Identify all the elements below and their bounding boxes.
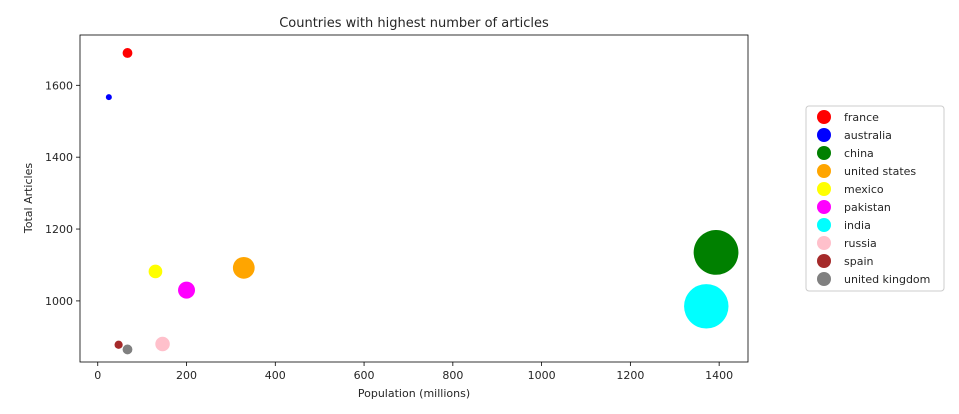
legend-marker-china (817, 146, 831, 160)
x-axis: 0 200 400 600 800 1000 1200 1400 (94, 362, 733, 382)
x-tick-label: 1200 (616, 369, 644, 382)
y-axis: 1000 1200 1400 1600 (45, 79, 80, 308)
y-axis-label: Total Articles (22, 163, 35, 234)
x-tick-label: 400 (265, 369, 286, 382)
data-point-russia (155, 336, 170, 352)
x-tick-label: 800 (442, 369, 463, 382)
y-tick-label: 1000 (45, 295, 73, 308)
data-point-france (122, 48, 133, 58)
legend-label: spain (844, 255, 874, 268)
plot-area (79, 34, 749, 363)
data-point-united-kingdom (122, 344, 133, 355)
legend-label: mexico (844, 183, 884, 196)
x-axis-label: Population (millions) (358, 387, 470, 400)
legend-label: china (844, 147, 874, 160)
legend-label: united kingdom (844, 273, 930, 286)
legend-label: australia (844, 129, 892, 142)
data-point-united-states (232, 256, 255, 279)
legend-label: pakistan (844, 201, 891, 214)
legend-marker-australia (817, 128, 831, 142)
legend-box (805, 105, 945, 292)
x-tick-label: 200 (176, 369, 197, 382)
y-tick-label: 1600 (45, 79, 73, 92)
data-point-pakistan (178, 281, 196, 299)
legend-label: france (844, 111, 879, 124)
data-point-australia (105, 94, 112, 101)
legend-marker-russia (817, 236, 831, 250)
legend-marker-mexico (817, 182, 831, 196)
y-tick-label: 1200 (45, 223, 73, 236)
y-tick-label: 1400 (45, 151, 73, 164)
data-point-china (693, 230, 739, 275)
chart-title: Countries with highest number of article… (279, 16, 549, 31)
x-tick-label: 1400 (705, 369, 733, 382)
data-point-india (684, 284, 729, 329)
legend-marker-spain (817, 254, 831, 268)
data-point-spain (114, 340, 123, 349)
legend-label: russia (844, 237, 877, 250)
x-tick-label: 600 (354, 369, 375, 382)
legend-label: united states (844, 165, 916, 178)
legend-marker-france (817, 110, 831, 124)
legend-label: india (844, 219, 871, 232)
legend: france australia china united states mexico p… (805, 105, 945, 292)
data-point-mexico (148, 264, 163, 279)
legend-marker-india (817, 218, 831, 232)
x-tick-label: 0 (94, 369, 101, 382)
x-tick-label: 1000 (528, 369, 556, 382)
legend-marker-united-states (817, 164, 831, 178)
plot-frame (79, 34, 749, 363)
data-points (105, 48, 739, 355)
legend-marker-united-kingdom (817, 272, 831, 286)
legend-marker-pakistan (817, 200, 831, 214)
